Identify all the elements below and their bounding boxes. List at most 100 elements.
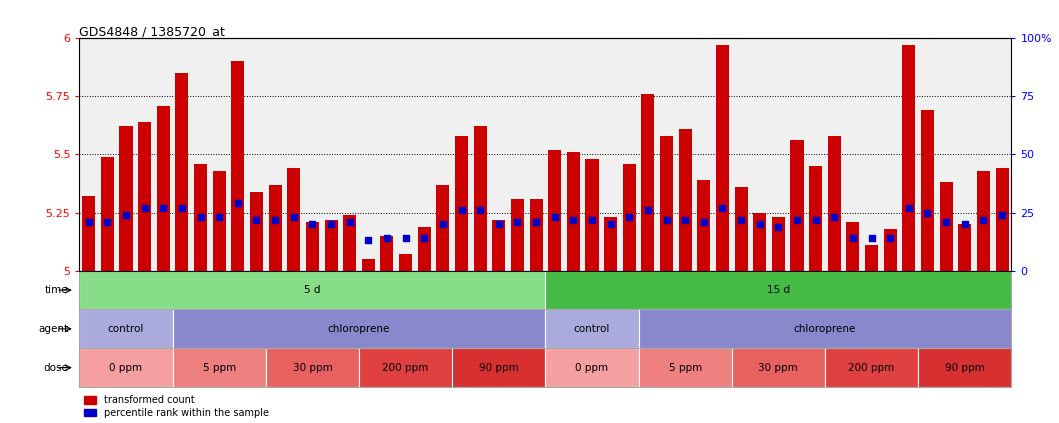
Point <box>863 235 880 242</box>
Text: time: time <box>44 285 68 295</box>
Bar <box>623 164 635 271</box>
Point <box>975 216 992 223</box>
Point <box>471 207 488 214</box>
Point <box>807 216 824 223</box>
Bar <box>639 348 732 387</box>
Bar <box>697 180 711 271</box>
Bar <box>846 222 860 271</box>
Text: 30 ppm: 30 ppm <box>758 363 798 373</box>
Text: dose: dose <box>43 363 68 373</box>
Text: 0 ppm: 0 ppm <box>109 363 143 373</box>
Point <box>118 212 134 218</box>
Point <box>453 207 470 214</box>
Bar <box>399 254 412 271</box>
Point <box>397 235 414 242</box>
Bar <box>79 271 545 310</box>
Bar <box>639 310 1011 348</box>
Bar <box>417 226 431 271</box>
Bar <box>586 159 598 271</box>
Bar <box>865 245 878 271</box>
Point <box>826 214 843 220</box>
Point <box>230 200 247 206</box>
Bar <box>828 136 841 271</box>
Point <box>527 218 544 225</box>
Point <box>621 214 638 220</box>
Point <box>751 221 768 228</box>
Point <box>956 221 973 228</box>
Bar <box>902 45 915 271</box>
Text: 90 ppm: 90 ppm <box>479 363 519 373</box>
Point <box>603 221 620 228</box>
Point <box>416 235 433 242</box>
Bar <box>753 213 767 271</box>
Bar <box>921 110 934 271</box>
Point <box>640 207 657 214</box>
Bar <box>883 229 897 271</box>
Bar <box>269 185 282 271</box>
Bar <box>213 171 226 271</box>
Point <box>490 221 507 228</box>
Bar <box>976 171 990 271</box>
Point <box>509 218 526 225</box>
Text: 90 ppm: 90 ppm <box>945 363 985 373</box>
Text: 0 ppm: 0 ppm <box>575 363 609 373</box>
Point <box>658 216 675 223</box>
Point <box>434 221 451 228</box>
Bar <box>825 348 918 387</box>
Point <box>137 205 154 212</box>
Point <box>919 209 936 216</box>
Point <box>360 237 377 244</box>
Bar <box>790 140 804 271</box>
Bar <box>660 136 674 271</box>
Point <box>304 221 321 228</box>
Bar <box>231 61 245 271</box>
Bar <box>492 220 505 271</box>
Bar <box>545 310 639 348</box>
Point <box>378 235 395 242</box>
Bar <box>287 168 301 271</box>
Point <box>770 223 787 230</box>
Bar <box>79 348 173 387</box>
Point <box>844 235 861 242</box>
Bar <box>83 196 95 271</box>
Text: 200 ppm: 200 ppm <box>382 363 429 373</box>
Bar <box>549 150 561 271</box>
Bar <box>735 187 748 271</box>
Bar <box>157 106 169 271</box>
Point <box>98 218 115 225</box>
Bar <box>809 166 822 271</box>
Text: control: control <box>108 324 144 334</box>
Point <box>80 218 97 225</box>
Bar <box>101 157 114 271</box>
Text: 30 ppm: 30 ppm <box>292 363 333 373</box>
Point <box>155 205 172 212</box>
Bar <box>939 182 953 271</box>
Point <box>285 214 302 220</box>
Text: agent: agent <box>38 324 68 334</box>
Bar <box>642 94 654 271</box>
Point <box>937 218 954 225</box>
Point <box>323 221 340 228</box>
Text: 5 ppm: 5 ppm <box>668 363 702 373</box>
Point <box>546 214 563 220</box>
Bar <box>79 310 173 348</box>
Bar <box>194 164 208 271</box>
Legend: transformed count, percentile rank within the sample: transformed count, percentile rank withi… <box>85 395 269 418</box>
Bar <box>173 310 545 348</box>
Point <box>248 216 265 223</box>
Point <box>882 235 899 242</box>
Bar <box>567 152 580 271</box>
Bar <box>176 73 189 271</box>
Point <box>341 218 358 225</box>
Bar <box>266 348 359 387</box>
Bar <box>452 348 545 387</box>
Bar <box>510 199 524 271</box>
Bar <box>455 136 468 271</box>
Text: 15 d: 15 d <box>767 285 790 295</box>
Bar <box>436 185 449 271</box>
Bar <box>604 217 617 271</box>
Bar <box>120 126 132 271</box>
Text: 5 ppm: 5 ppm <box>202 363 236 373</box>
Bar <box>530 199 542 271</box>
Point <box>900 205 917 212</box>
